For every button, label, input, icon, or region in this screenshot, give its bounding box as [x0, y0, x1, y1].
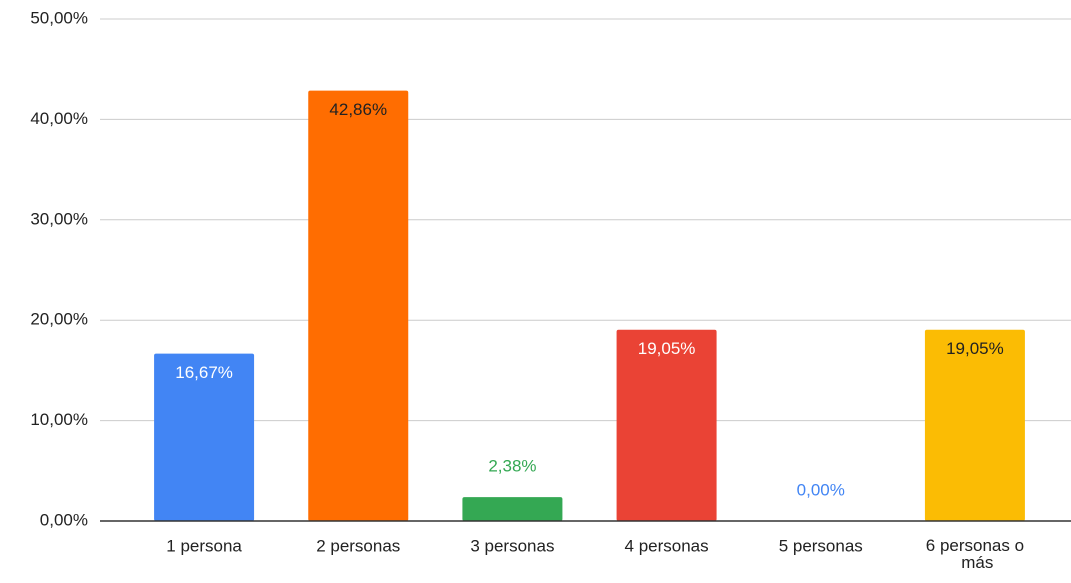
x-tick-label: 6 personas o más — [926, 536, 1024, 572]
bar — [924, 329, 1025, 521]
y-tick-label: 50,00% — [30, 8, 88, 27]
bar — [154, 353, 255, 521]
y-tick-label: 20,00% — [30, 310, 88, 329]
data-label: 42,86% — [329, 100, 387, 119]
y-tick-label: 10,00% — [30, 410, 88, 429]
y-tick-label: 0,00% — [40, 510, 88, 529]
bar — [308, 90, 409, 521]
data-label: 19,05% — [638, 339, 696, 358]
bar — [616, 329, 717, 521]
data-label: 16,67% — [175, 363, 233, 382]
data-label: 19,05% — [946, 339, 1004, 358]
x-tick-label: 1 persona — [166, 536, 242, 555]
y-tick-label: 40,00% — [30, 109, 88, 128]
bar — [462, 497, 563, 521]
x-tick-label: 4 personas — [625, 536, 709, 555]
x-tick-label: 3 personas — [470, 536, 554, 555]
data-label: 2,38% — [488, 457, 536, 476]
y-tick-label: 30,00% — [30, 209, 88, 228]
data-label: 0,00% — [797, 480, 845, 499]
x-tick-label: 2 personas — [316, 536, 400, 555]
x-tick-label: 5 personas — [779, 536, 863, 555]
